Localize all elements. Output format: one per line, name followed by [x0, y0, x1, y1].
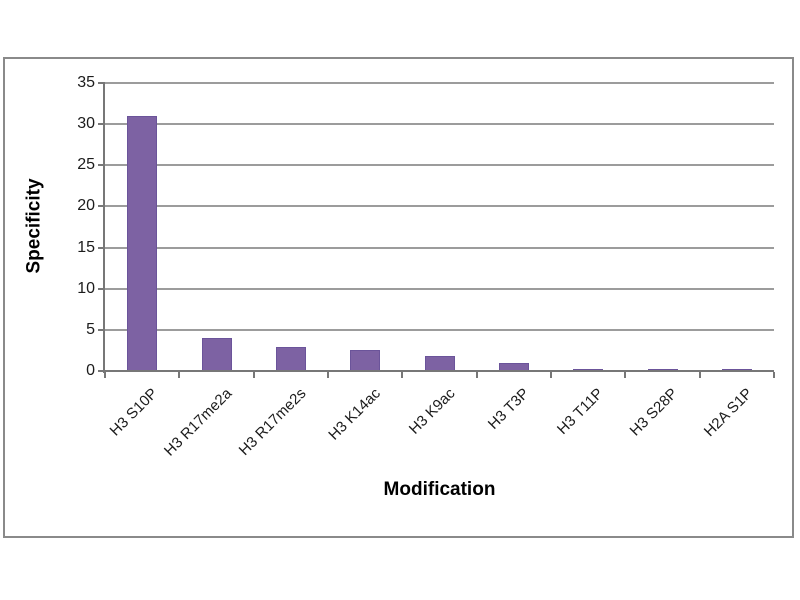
x-axis-tick	[252, 372, 255, 378]
x-axis-tick	[401, 372, 404, 378]
y-tick-label: 0	[86, 362, 95, 379]
y-tick-label: 5	[86, 320, 95, 338]
gridline	[105, 287, 774, 290]
y-axis-line	[103, 83, 105, 373]
y-tick-label: 15	[77, 238, 95, 256]
gridline	[105, 328, 774, 331]
x-category-label: H3 R17me2s	[235, 385, 310, 459]
x-category-label: H3 S10P	[106, 385, 162, 440]
gridline	[105, 164, 774, 167]
gridline	[105, 82, 774, 84]
y-axis-tick	[98, 328, 105, 331]
y-tick-label: 10	[77, 279, 95, 297]
y-axis-tick	[98, 287, 105, 290]
x-axis-tick	[624, 372, 627, 378]
y-tick-label: 20	[77, 197, 95, 215]
x-axis-tick	[475, 372, 478, 378]
y-tick-label: 30	[77, 115, 95, 133]
bar-h3-r17me2a	[201, 338, 232, 371]
y-tick-label: 35	[77, 74, 95, 91]
y-axis-tick	[98, 82, 105, 84]
y-axis-title-container: Specificity	[5, 114, 65, 338]
x-axis-tick	[773, 372, 775, 378]
bar-h3-k14ac	[350, 349, 381, 371]
chart-panel: Specificity Modification 0 5 10 15 20 25 30 35 H…	[3, 57, 794, 538]
x-axis-tick	[104, 372, 106, 378]
y-axis-tick	[98, 370, 105, 372]
gridline	[105, 205, 774, 208]
gridline	[105, 123, 774, 126]
y-axis-tick	[98, 205, 105, 208]
y-axis-tick	[98, 246, 105, 249]
gridline	[105, 246, 774, 249]
y-axis-title: Specificity	[24, 178, 46, 274]
x-axis-tick	[550, 372, 552, 378]
x-category-label: H3 K14ac	[325, 385, 385, 444]
x-category-label: H2A S1P	[700, 385, 756, 441]
x-category-label: H3 T11P	[554, 385, 608, 438]
y-axis-tick	[98, 123, 105, 126]
x-category-label: H3 K9ac	[405, 385, 459, 438]
x-axis-tick	[178, 372, 181, 378]
y-tick-label: 25	[77, 156, 95, 174]
x-axis-tick	[698, 372, 701, 378]
x-axis-tick	[327, 372, 329, 378]
bar-h3-r17me2s	[275, 347, 306, 371]
x-axis-title: Modification	[383, 479, 496, 500]
x-category-label: H3 R17me2a	[160, 385, 236, 460]
x-category-label: H3 S28P	[627, 385, 682, 440]
y-axis-tick	[98, 164, 105, 167]
bar-h3-k9ac	[424, 356, 455, 371]
x-category-label: H3 T3P	[485, 385, 533, 433]
x-axis-line	[103, 370, 774, 372]
bar-h3-s10p	[127, 115, 158, 371]
